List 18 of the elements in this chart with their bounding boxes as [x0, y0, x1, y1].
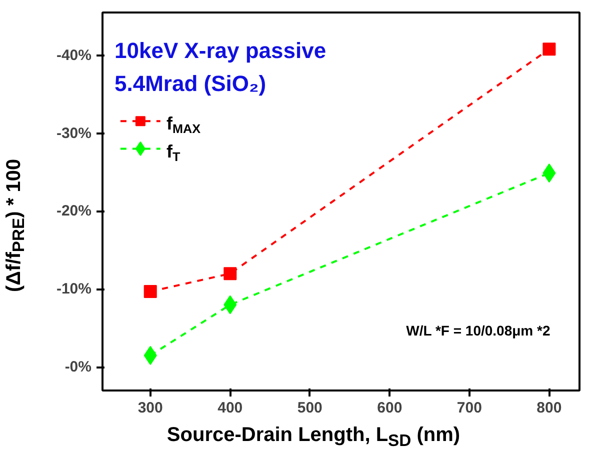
x-axis-title: Source-Drain Length, L$_{SD}$ (nm) — [166, 423, 460, 452]
x-tick-label: 700 — [456, 400, 482, 416]
annotation: W/L *F = 10/0.08μm *2 — [406, 322, 550, 338]
text: 5.4Mrad (SiO₂) — [114, 71, 266, 96]
point — [224, 267, 237, 280]
y-tick-label: -40% — [56, 46, 92, 64]
y-tick-label: -30% — [56, 124, 92, 142]
y-tick-label: -0% — [64, 358, 92, 376]
x-tick-label: 500 — [297, 400, 322, 416]
text: 10keV X-ray passive — [114, 38, 326, 63]
y-tick-label: -20% — [56, 202, 92, 220]
x-tick-label: 300 — [138, 400, 163, 416]
point — [144, 285, 157, 298]
x-tick-label: 400 — [218, 400, 243, 416]
point — [542, 42, 556, 56]
x-tick-label: 600 — [377, 400, 402, 416]
x-tick-label: 800 — [536, 400, 562, 416]
y-tick-label: -10% — [56, 280, 92, 298]
